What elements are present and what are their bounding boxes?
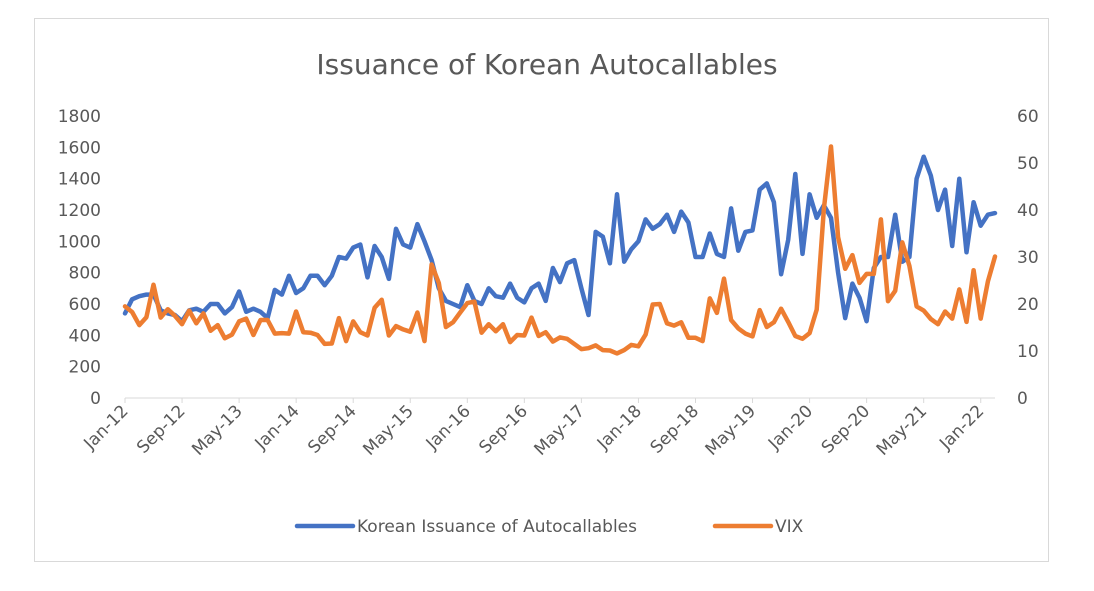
left-tick-label: 400 bbox=[69, 326, 101, 346]
left-tick-label: 1800 bbox=[58, 107, 101, 127]
legend-label: Korean Issuance of Autocallables bbox=[357, 517, 637, 537]
series-line-vix bbox=[122, 144, 998, 356]
left-tick-label: 200 bbox=[69, 358, 101, 378]
x-tick-label: Jan-16 bbox=[422, 401, 475, 454]
x-tick-label: Jan-18 bbox=[593, 401, 646, 454]
left-tick-label: 1400 bbox=[58, 170, 101, 190]
left-axis: 0 200 400 600 800 1000 1200 1400 1600 1800 bbox=[58, 107, 101, 409]
x-tick-label: Jan-14 bbox=[251, 401, 304, 454]
chart-svg: Issuance of Korean Autocallables 0200400… bbox=[58, 48, 1039, 537]
right-tick-label: 60 bbox=[1017, 107, 1039, 127]
x-tick-label: Sep-12 bbox=[133, 401, 189, 457]
right-tick-label: 50 bbox=[1017, 154, 1039, 174]
right-tick-label: 0 bbox=[1017, 389, 1028, 409]
left-tick-label: 800 bbox=[69, 264, 101, 284]
x-tick-label: Jan-22 bbox=[935, 401, 988, 454]
x-tick-label: Jan-12 bbox=[80, 401, 133, 454]
right-tick-label: 40 bbox=[1017, 201, 1039, 221]
left-tick-label: 1000 bbox=[58, 232, 101, 252]
chart-title: Issuance of Korean Autocallables bbox=[316, 48, 777, 81]
x-tick-label: May-21 bbox=[873, 401, 931, 459]
x-tick-label: May-17 bbox=[531, 401, 589, 459]
left-tick-label: 1200 bbox=[58, 201, 101, 221]
x-tick-label: Jan-20 bbox=[764, 401, 817, 454]
series-line-korean-issuance bbox=[122, 154, 998, 324]
left-tick-label: 600 bbox=[69, 295, 101, 315]
right-axis: 0 10 20 30 40 50 60 bbox=[1017, 107, 1039, 409]
x-tick-label: May-15 bbox=[359, 401, 417, 459]
chart-frame: Issuance of Korean Autocallables 0 200 400… bbox=[34, 18, 1049, 562]
legend: Korean Issuance of Autocallables VIX bbox=[294, 517, 804, 537]
left-tick-label: 0 bbox=[90, 389, 101, 409]
x-tick-label: Sep-18 bbox=[647, 401, 703, 457]
x-tick-label: Sep-16 bbox=[475, 401, 531, 457]
left-tick-label: 1600 bbox=[58, 138, 101, 158]
right-tick-label: 20 bbox=[1017, 295, 1039, 315]
series-layer bbox=[122, 144, 998, 356]
legend-label: VIX bbox=[775, 517, 804, 537]
right-tick-label: 30 bbox=[1017, 248, 1039, 268]
x-tick-label: Sep-14 bbox=[304, 401, 360, 457]
x-tick-label: May-19 bbox=[702, 401, 760, 459]
right-tick-label: 10 bbox=[1017, 342, 1039, 362]
x-tick-label: May-13 bbox=[188, 401, 246, 459]
x-tick-label: Sep-20 bbox=[818, 401, 874, 457]
